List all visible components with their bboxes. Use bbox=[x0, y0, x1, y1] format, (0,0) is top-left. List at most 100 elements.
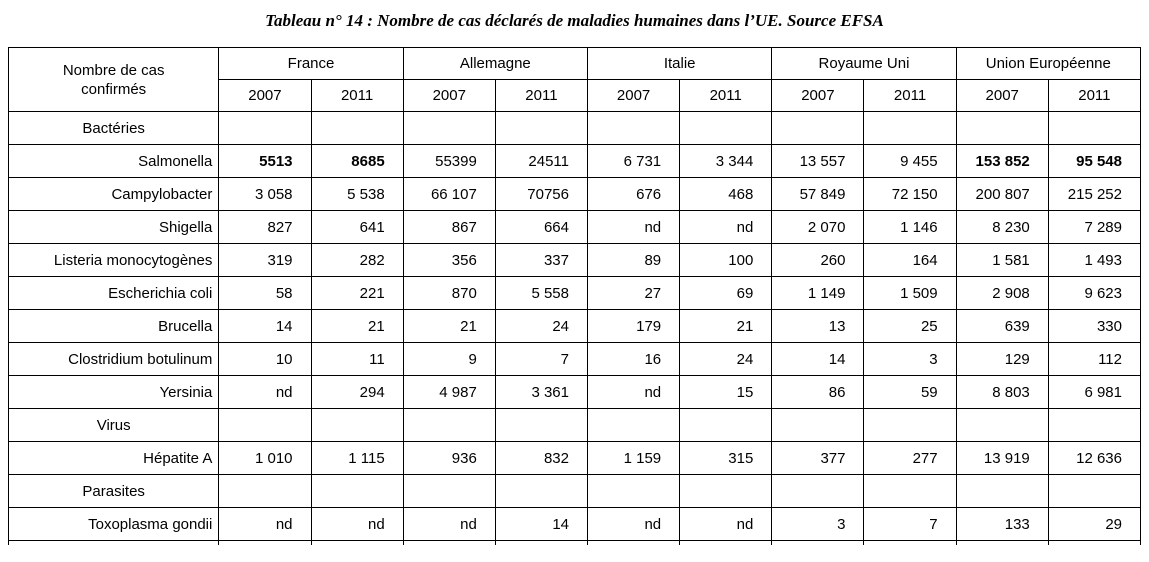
value-cell bbox=[586, 408, 681, 442]
col-group-union-europeenne: Union Européenne bbox=[955, 47, 1142, 80]
section-label: Virus bbox=[7, 408, 220, 442]
table-body: Bactéries Salmonella 5513 8685 55399 24511 6 7… bbox=[7, 111, 1142, 545]
table-row: Salmonella 5513 8685 55399 24511 6 731 3 344 13… bbox=[7, 144, 1142, 178]
value-cell: 21 bbox=[402, 309, 496, 343]
value-cell: 7 bbox=[494, 342, 589, 376]
value-cell: 112 bbox=[1047, 342, 1142, 376]
value-cell: nd bbox=[679, 507, 773, 541]
value-cell bbox=[402, 111, 496, 145]
corner-header: Nombre de cas confirmés bbox=[7, 47, 220, 112]
year-header: 2011 bbox=[863, 79, 957, 112]
value-cell: 315 bbox=[679, 441, 773, 475]
value-cell: 827 bbox=[218, 210, 312, 244]
value-cell: 129 bbox=[955, 342, 1049, 376]
value-cell bbox=[863, 540, 957, 545]
row-label: Toxoplasma gondii bbox=[7, 507, 220, 541]
value-cell bbox=[494, 474, 589, 508]
value-cell: 12 636 bbox=[1047, 441, 1142, 475]
value-cell bbox=[494, 111, 589, 145]
value-cell bbox=[863, 111, 957, 145]
value-cell bbox=[218, 111, 312, 145]
table-row: Clostridium botulinum 10 11 9 7 16 24 14 3 129 112 bbox=[7, 342, 1142, 376]
value-cell bbox=[310, 408, 404, 442]
value-cell: 1 149 bbox=[771, 276, 865, 310]
value-cell bbox=[1047, 111, 1142, 145]
value-cell bbox=[218, 474, 312, 508]
value-cell: 260 bbox=[771, 243, 865, 277]
value-cell: 14 bbox=[771, 342, 865, 376]
value-cell: nd bbox=[402, 507, 496, 541]
value-cell bbox=[679, 540, 773, 545]
value-cell: 8685 bbox=[310, 144, 404, 178]
value-cell: 277 bbox=[863, 441, 957, 475]
row-label: Campylobacter bbox=[7, 177, 220, 211]
value-cell: 6 981 bbox=[1047, 375, 1142, 409]
value-cell: 832 bbox=[494, 441, 589, 475]
group-header-row: Nombre de cas confirmés France Allemagne… bbox=[7, 47, 1142, 112]
value-cell: 5513 bbox=[218, 144, 312, 178]
row-label bbox=[7, 540, 220, 545]
value-cell bbox=[402, 408, 496, 442]
value-cell: 2 908 bbox=[955, 276, 1049, 310]
value-cell bbox=[586, 474, 681, 508]
value-cell: 7 289 bbox=[1047, 210, 1142, 244]
value-cell: 13 557 bbox=[771, 144, 865, 178]
row-label: Salmonella bbox=[7, 144, 220, 178]
value-cell bbox=[586, 111, 681, 145]
value-cell: 59 bbox=[863, 375, 957, 409]
value-cell bbox=[494, 408, 589, 442]
value-cell bbox=[771, 540, 865, 545]
value-cell: 215 252 bbox=[1047, 177, 1142, 211]
value-cell bbox=[586, 540, 681, 545]
value-cell: 1 509 bbox=[863, 276, 957, 310]
year-header: 2007 bbox=[218, 79, 312, 112]
value-cell bbox=[679, 408, 773, 442]
value-cell: 9 455 bbox=[863, 144, 957, 178]
value-cell: nd bbox=[586, 375, 681, 409]
value-cell: 330 bbox=[1047, 309, 1142, 343]
value-cell bbox=[771, 408, 865, 442]
value-cell: 24 bbox=[494, 309, 589, 343]
value-cell: nd bbox=[586, 210, 681, 244]
value-cell: 21 bbox=[679, 309, 773, 343]
value-cell: 21 bbox=[310, 309, 404, 343]
value-cell: 69 bbox=[679, 276, 773, 310]
value-cell: 1 010 bbox=[218, 441, 312, 475]
value-cell: 5 538 bbox=[310, 177, 404, 211]
year-header: 2007 bbox=[955, 79, 1049, 112]
table-row: Brucella 14 21 21 24 179 21 13 25 639 330 bbox=[7, 309, 1142, 343]
value-cell: 468 bbox=[679, 177, 773, 211]
value-cell bbox=[955, 111, 1049, 145]
value-cell: 639 bbox=[955, 309, 1049, 343]
value-cell: 6 731 bbox=[586, 144, 681, 178]
value-cell: 3 058 bbox=[218, 177, 312, 211]
value-cell: 133 bbox=[955, 507, 1049, 541]
col-group-allemagne: Allemagne bbox=[402, 47, 589, 80]
value-cell: 66 107 bbox=[402, 177, 496, 211]
row-label: Escherichia coli bbox=[7, 276, 220, 310]
data-table: Nombre de cas confirmés France Allemagne… bbox=[7, 47, 1142, 545]
section-row: Virus bbox=[7, 408, 1142, 442]
value-cell: 3 bbox=[771, 507, 865, 541]
value-cell bbox=[1047, 408, 1142, 442]
value-cell: 13 919 bbox=[955, 441, 1049, 475]
value-cell bbox=[771, 474, 865, 508]
value-cell: 8 230 bbox=[955, 210, 1049, 244]
value-cell: 58 bbox=[218, 276, 312, 310]
year-header-row: 2007 2011 2007 2011 2007 2011 2007 2011 … bbox=[9, 79, 1142, 112]
value-cell: 282 bbox=[310, 243, 404, 277]
value-cell: 1 493 bbox=[1047, 243, 1142, 277]
value-cell: 641 bbox=[310, 210, 404, 244]
value-cell: 664 bbox=[494, 210, 589, 244]
value-cell bbox=[771, 111, 865, 145]
value-cell bbox=[1047, 474, 1142, 508]
col-group-italie: Italie bbox=[586, 47, 773, 80]
value-cell bbox=[679, 111, 773, 145]
value-cell bbox=[310, 474, 404, 508]
year-header: 2007 bbox=[402, 79, 496, 112]
value-cell: 10 bbox=[218, 342, 312, 376]
value-cell: nd bbox=[218, 507, 312, 541]
value-cell: 164 bbox=[863, 243, 957, 277]
value-cell: 337 bbox=[494, 243, 589, 277]
